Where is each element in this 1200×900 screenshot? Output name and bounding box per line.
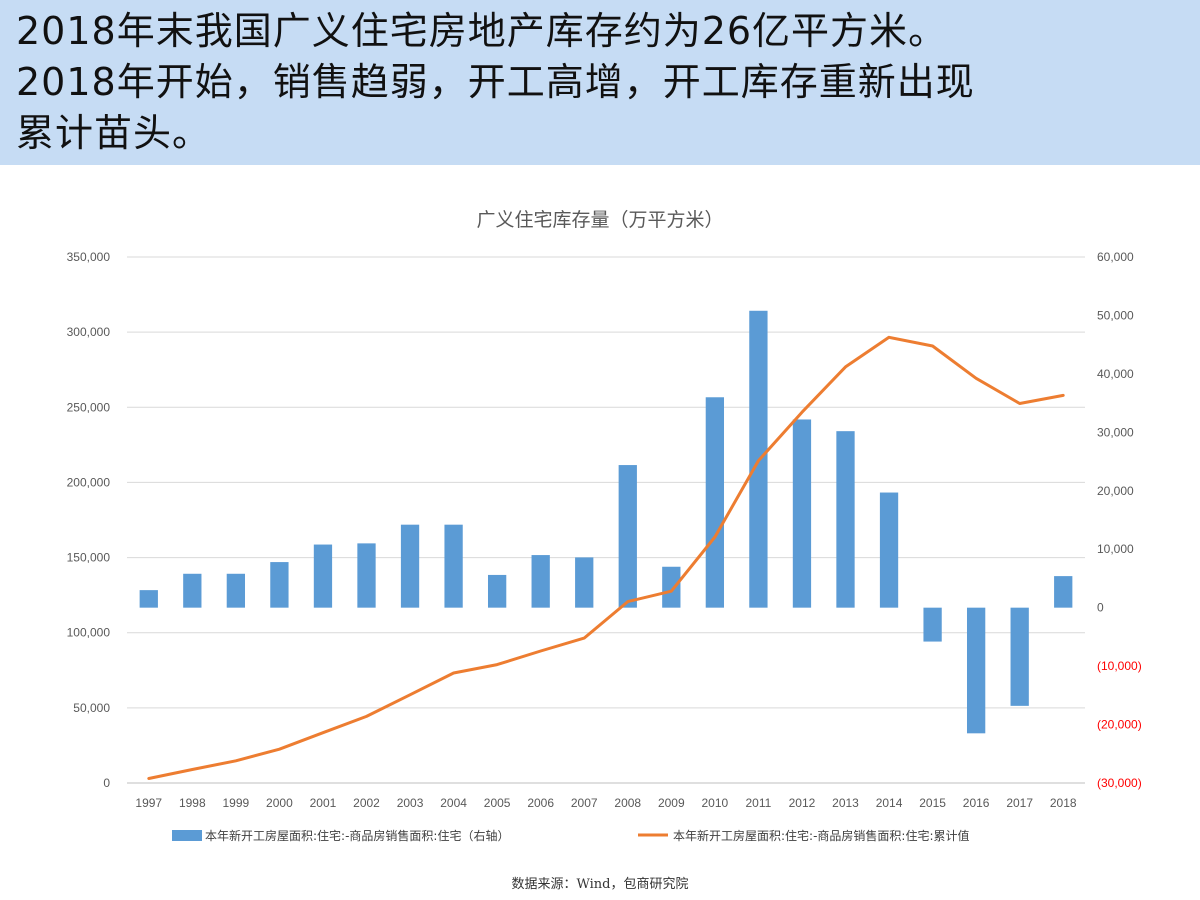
x-tick-label: 2000 — [266, 796, 293, 810]
bar — [226, 573, 246, 608]
right-axis: (30,000) (20,000) (10,000) 0 10,000 20,000 30,… — [1097, 250, 1142, 790]
line-series — [147, 335, 1065, 780]
left-axis: 0 50,000 100,000 150,000 200,000 250,000 300,0… — [67, 250, 111, 790]
bar — [183, 573, 202, 608]
right-tick-label: 60,000 — [1097, 250, 1134, 264]
right-tick-label: (10,000) — [1097, 659, 1142, 673]
bar — [662, 566, 681, 608]
x-tick-label: 2015 — [919, 796, 946, 810]
left-tick-label: 300,000 — [67, 325, 111, 339]
chart-title: 广义住宅库存量（万平方米） — [476, 209, 723, 231]
x-tick-label: 2012 — [789, 796, 816, 810]
right-tick-label: 0 — [1097, 601, 1104, 615]
x-axis: 1997 1998 1999 2000 2001 2002 2003 2004 2005 2006… — [135, 796, 1076, 810]
right-tick-label: (20,000) — [1097, 718, 1142, 732]
x-tick-label: 2009 — [658, 796, 685, 810]
bar — [400, 524, 420, 608]
data-source: 数据来源：Wind，包商研究院 — [511, 877, 689, 892]
x-tick-label: 1999 — [223, 796, 250, 810]
bar-series — [139, 310, 1073, 734]
left-tick-label: 250,000 — [67, 400, 111, 414]
bar — [139, 590, 158, 608]
bar — [357, 543, 376, 608]
bar — [836, 431, 855, 608]
right-tick-label: 10,000 — [1097, 542, 1134, 556]
left-tick-label: 50,000 — [73, 701, 110, 715]
x-tick-label: 2011 — [746, 796, 772, 810]
right-tick-label: 20,000 — [1097, 484, 1134, 498]
bar — [923, 607, 942, 642]
cumulative-line — [147, 335, 1065, 780]
x-tick-label: 2004 — [440, 796, 467, 810]
bar — [879, 492, 899, 608]
headline-line-2: 2018年开始，销售趋弱，开工高增，开工库存重新出现 — [16, 60, 975, 104]
legend: 本年新开工房屋面积:住宅:-商品房销售面积:住宅（右轴） 本年新开工房屋面积:住… — [172, 828, 970, 843]
x-tick-label: 1997 — [135, 796, 162, 810]
left-tick-label: 350,000 — [67, 250, 111, 264]
left-tick-label: 100,000 — [67, 626, 111, 640]
legend-bar-label: 本年新开工房屋面积:住宅:-商品房销售面积:住宅（右轴） — [205, 828, 509, 843]
x-tick-label: 2003 — [397, 796, 424, 810]
x-tick-label: 2008 — [614, 796, 641, 810]
x-tick-label: 2001 — [310, 796, 337, 810]
bar — [966, 607, 986, 734]
headline-text: 2018年末我国广义住宅房地产库存约为26亿平方米。 2018年开始，销售趋弱，… — [16, 6, 1191, 159]
bar — [1054, 576, 1073, 608]
bar — [792, 419, 812, 608]
legend-line-label: 本年新开工房屋面积:住宅:-商品房销售面积:住宅:累计值 — [673, 828, 970, 843]
left-tick-label: 200,000 — [67, 475, 111, 489]
x-tick-label: 2017 — [1006, 796, 1033, 810]
bar — [575, 557, 594, 608]
legend-bar-swatch — [172, 830, 202, 841]
left-tick-label: 0 — [103, 776, 110, 790]
bar — [531, 555, 550, 608]
bar — [444, 524, 463, 608]
x-tick-label: 2013 — [832, 796, 859, 810]
bar — [705, 397, 725, 608]
gridlines — [127, 256, 1085, 784]
x-tick-label: 2016 — [963, 796, 990, 810]
x-tick-label: 2006 — [527, 796, 554, 810]
inventory-chart: 0 50,000 100,000 150,000 200,000 250,000 300,0… — [67, 209, 1142, 843]
x-tick-label: 2010 — [702, 796, 729, 810]
right-tick-label: 30,000 — [1097, 425, 1134, 439]
x-tick-label: 2007 — [571, 796, 598, 810]
right-tick-label: 40,000 — [1097, 367, 1134, 381]
headline-banner: 2018年末我国广义住宅房地产库存约为26亿平方米。 2018年开始，销售趋弱，… — [0, 0, 1200, 165]
left-tick-label: 150,000 — [67, 551, 111, 565]
headline-line-1: 2018年末我国广义住宅房地产库存约为26亿平方米。 — [16, 9, 948, 53]
headline-line-3: 累计苗头。 — [16, 111, 212, 155]
bar — [270, 562, 289, 608]
x-tick-label: 2002 — [353, 796, 380, 810]
x-tick-label: 2014 — [876, 796, 903, 810]
x-tick-label: 2005 — [484, 796, 511, 810]
bar — [313, 544, 333, 608]
x-tick-label: 2018 — [1050, 796, 1077, 810]
bar — [487, 574, 507, 608]
bar — [1010, 607, 1029, 706]
bar — [618, 465, 637, 608]
right-tick-label: 50,000 — [1097, 308, 1134, 322]
right-tick-label: (30,000) — [1097, 776, 1142, 790]
x-tick-label: 1998 — [179, 796, 206, 810]
